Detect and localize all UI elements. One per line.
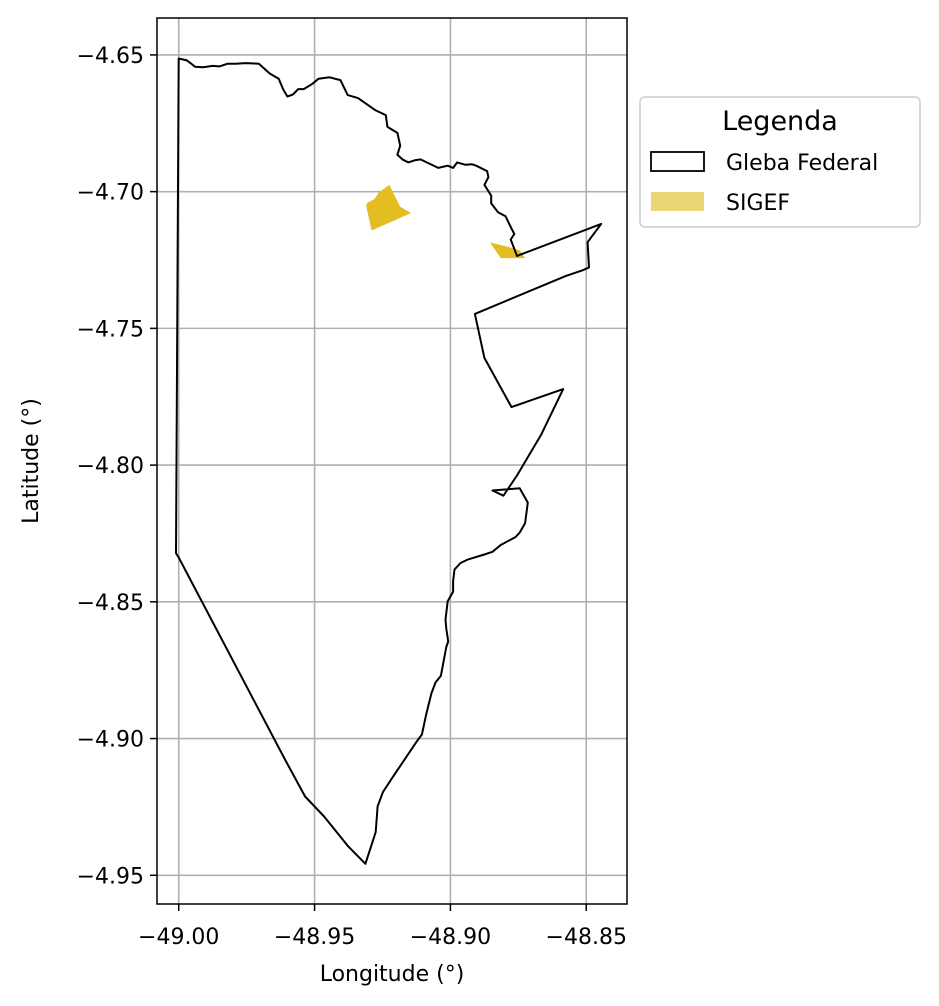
x-tick-label: −48.95 <box>274 925 355 950</box>
y-tick-label: −4.65 <box>77 44 144 69</box>
legend-label-sigef: SIGEF <box>726 191 790 216</box>
legend-swatch-sigef <box>651 192 704 211</box>
x-axis-ticks: −49.00 −48.95 −48.90 −48.85 <box>138 904 627 950</box>
gleba-federal-boundary <box>175 57 603 865</box>
legend-title: Legenda <box>722 106 838 137</box>
gleba-federal-polygon <box>175 57 603 865</box>
x-tick-label: −48.85 <box>546 925 627 950</box>
y-axis-ticks: −4.65 −4.70 −4.75 −4.80 −4.85 −4.90 −4.95 <box>77 44 157 889</box>
y-tick-label: −4.70 <box>77 181 144 206</box>
plot-frame <box>156 17 628 905</box>
y-axis-label: Latitude (°) <box>19 398 44 524</box>
y-tick-label: −4.85 <box>77 591 144 616</box>
x-tick-label: −49.00 <box>138 925 219 950</box>
y-tick-label: −4.80 <box>77 454 144 479</box>
legend: Legenda Gleba Federal SIGEF <box>639 96 921 228</box>
grid-lines <box>157 18 627 904</box>
sigef-polygon <box>366 184 411 231</box>
x-axis-label: Longitude (°) <box>320 962 465 987</box>
y-tick-label: −4.90 <box>77 728 144 753</box>
y-tick-label: −4.75 <box>77 317 144 342</box>
y-tick-label: −4.95 <box>77 864 144 889</box>
legend-frame <box>639 96 921 228</box>
x-tick-label: −48.90 <box>410 925 491 950</box>
legend-swatch-gleba-federal <box>650 151 705 172</box>
legend-label-gleba-federal: Gleba Federal <box>726 151 878 176</box>
